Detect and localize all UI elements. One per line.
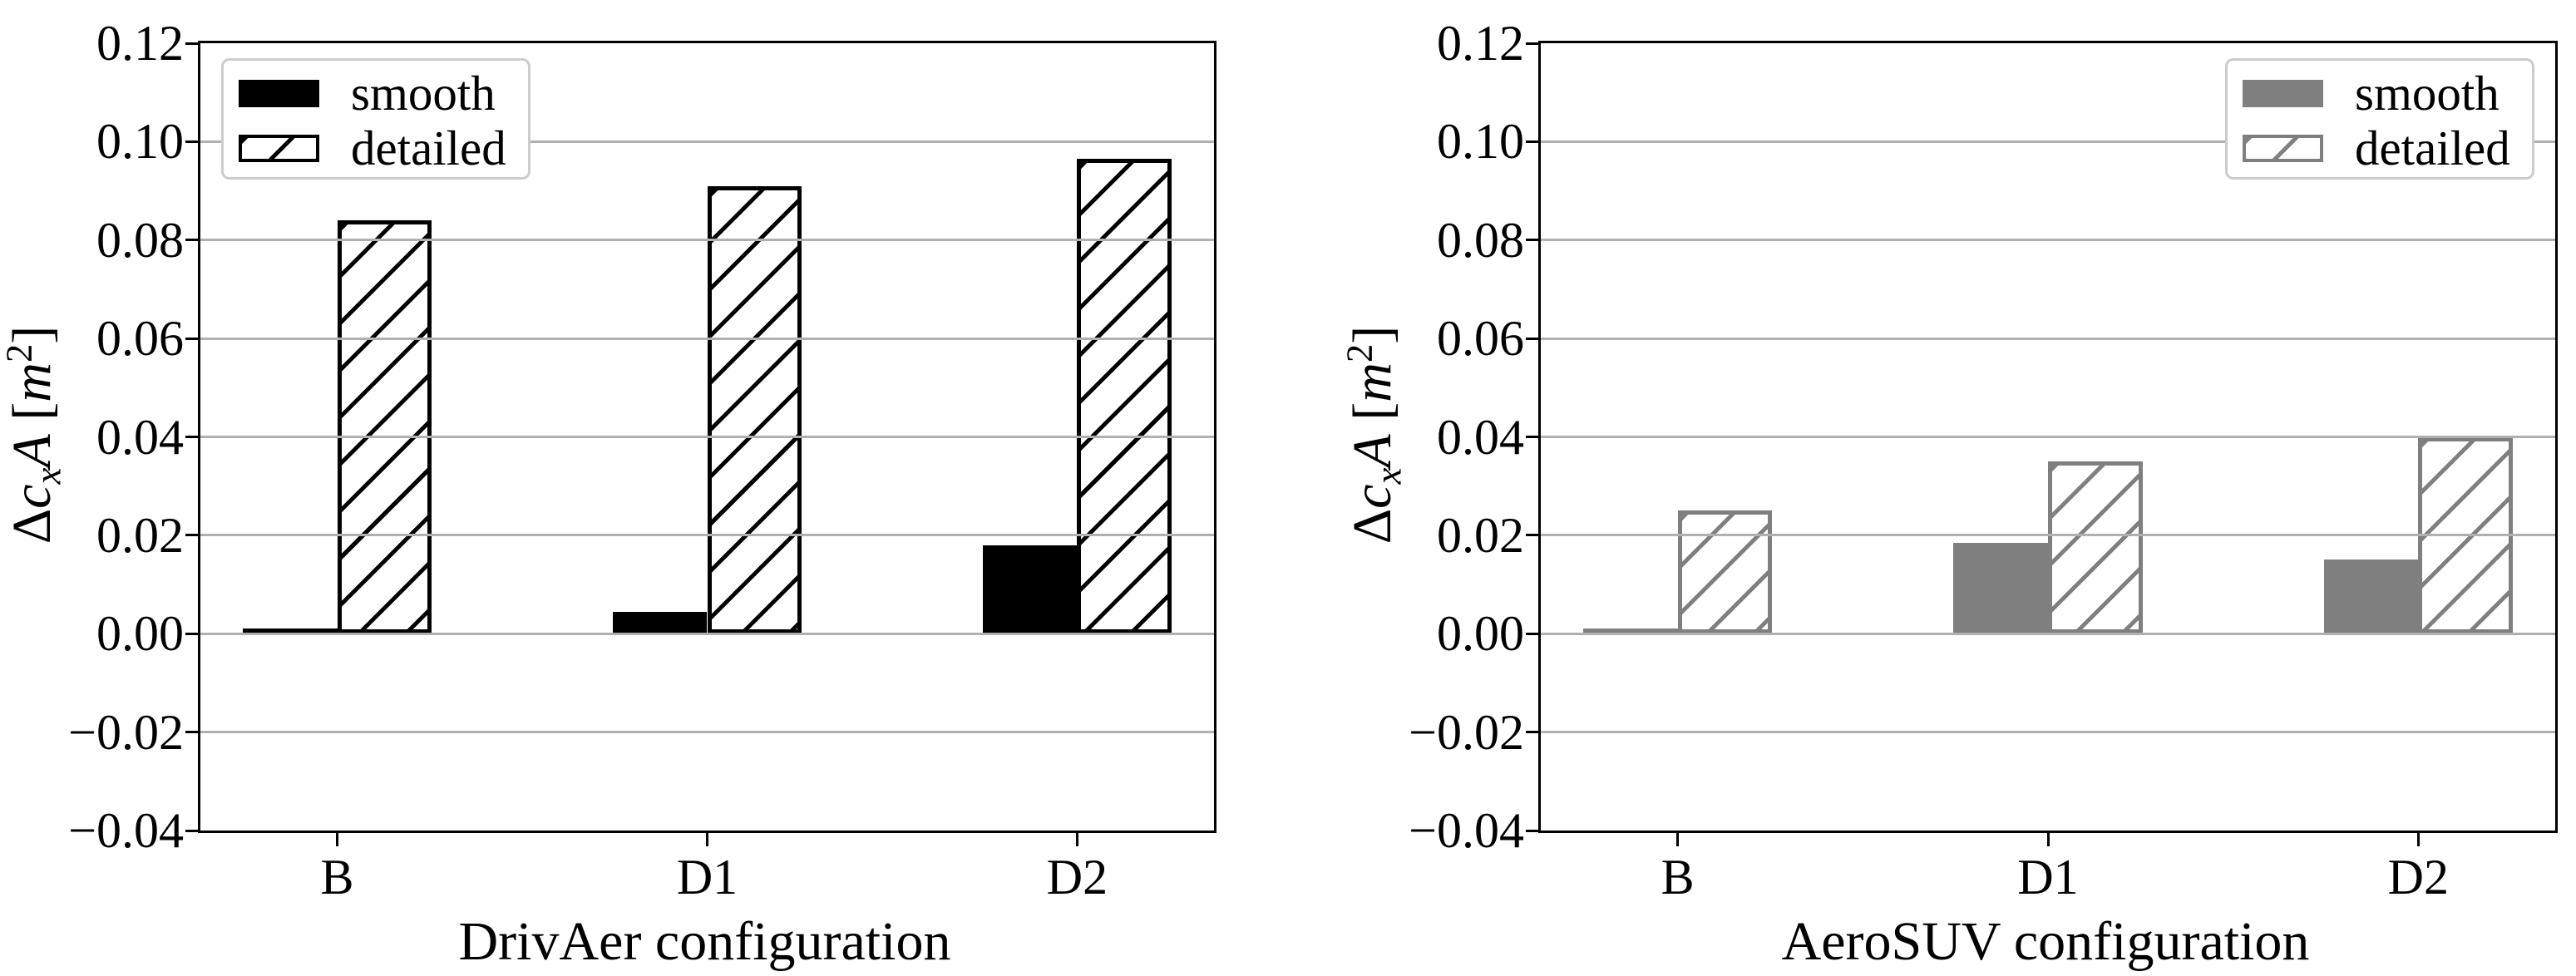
bar-smooth-D1 [612,611,708,634]
x-tick-label: D2 [2387,850,2449,905]
y-tick-mark [185,731,198,734]
bar-detailed-D2 [1077,159,1172,634]
smooth-solid-swatch [2243,79,2323,107]
y-tick-label: 0.00 [96,606,184,662]
detailed-hatch-swatch [239,134,319,162]
legend-row: smooth [239,65,521,121]
x-tick-label: B [320,850,354,905]
ylabel-part: x [1367,467,1409,485]
y-tick-mark [1526,731,1538,734]
bar-smooth-B [242,628,338,634]
gridline [200,239,1214,242]
bar-detailed-B [1677,510,1773,634]
x-tick-mark [2416,833,2420,846]
y-tick-label: −0.02 [68,704,184,760]
y-tick-mark [185,239,198,242]
legend-row: detailed [239,120,521,175]
y-tick-mark [1526,436,1538,438]
y-tick-label: −0.04 [1409,803,1524,858]
ylabel-part: m [1341,362,1403,402]
gridline [1541,436,2555,438]
bar-smooth-D2 [2323,559,2419,634]
y-tick-mark [1526,632,1538,635]
x-tick-mark [2046,833,2050,846]
x-tick-mark [336,833,339,846]
plot-area-drivaer: 0.12 0.10 0.08 0.06 0.04 0.02 0.00 −0.02 −0.04 B D… [68,16,1216,905]
y-tick-mark [1526,140,1538,143]
bar-smooth-D2 [982,545,1078,634]
y-tick-label: 0.08 [1437,212,1524,268]
x-tick-mark [1075,833,1078,846]
y-tick-mark [1526,239,1538,242]
bar-detailed-B [337,220,432,634]
y-tick-label: −0.04 [68,803,184,858]
y-tick-label: 0.06 [1437,311,1524,367]
y-tick-label: 0.10 [96,114,184,170]
y-tick-label: 0.02 [96,507,184,563]
gridline [1541,239,2555,242]
y-tick-label: 0.08 [96,212,184,268]
x-tick-mark [1676,833,1680,846]
y-tick-label: −0.02 [1409,704,1524,760]
y-tick-label: 0.12 [1437,16,1524,71]
gridline [200,337,1214,340]
y-tick-mark [1526,42,1538,45]
gridline [200,534,1214,537]
gridline [1541,731,2555,734]
gridline [1541,337,2555,340]
legend-row: detailed [2243,120,2525,175]
plot-area-aerosuv: 0.12 0.10 0.08 0.06 0.04 0.02 0.00 −0.02 −0.04 B D… [1409,16,2558,905]
gridline [200,140,1214,143]
bar-detailed-D1 [2048,461,2143,634]
y-tick-label: 0.10 [1437,114,1524,170]
y-tick-label: 0.04 [96,409,184,465]
x-tick-label: D2 [1046,850,1108,905]
legend-label-detailed: detailed [351,120,506,175]
y-tick-label: 0.12 [96,16,184,71]
y-tick-mark [185,632,198,635]
bar-smooth-D1 [1953,542,2048,634]
y-tick-mark [185,140,198,143]
y-tick-mark [185,534,198,537]
smooth-solid-swatch [239,79,319,107]
bar-smooth-B [1582,628,1678,634]
gridline [1541,140,2555,143]
x-tick-label: D1 [2017,850,2079,905]
legend-label-smooth: smooth [2355,65,2500,121]
y-tick-mark [185,42,198,45]
legend-row: smooth [2243,65,2525,121]
y-tick-label: 0.04 [1437,409,1524,465]
legend: smooth detailed [221,58,530,180]
y-tick-label: 0.02 [1437,507,1524,563]
gridline [200,436,1214,438]
legend: smooth detailed [2225,58,2534,180]
x-axis-title: DrivAer configuration [458,911,951,972]
x-tick-mark [706,833,708,846]
gridline [200,632,1214,635]
gridline [1541,632,2555,635]
ylabel-part: c [1341,484,1403,509]
legend-label-detailed: detailed [2355,120,2510,175]
x-tick-label: B [1661,850,1695,905]
y-tick-mark [1526,337,1538,340]
y-tick-mark [185,829,198,832]
legend-label-smooth: smooth [351,65,496,121]
y-tick-mark [185,436,198,438]
gridline [1541,534,2555,537]
detailed-hatch-swatch [2243,134,2323,162]
gridline [200,731,1214,734]
y-tick-label: 0.06 [96,311,184,367]
x-axis-title: AeroSUV configuration [1781,911,2310,972]
bar-detailed-D1 [707,185,802,634]
y-tick-mark [1526,829,1538,832]
y-tick-label: 0.00 [1437,606,1524,662]
y-tick-mark [1526,534,1538,537]
y-tick-mark [185,337,198,340]
x-tick-label: D1 [676,850,738,905]
